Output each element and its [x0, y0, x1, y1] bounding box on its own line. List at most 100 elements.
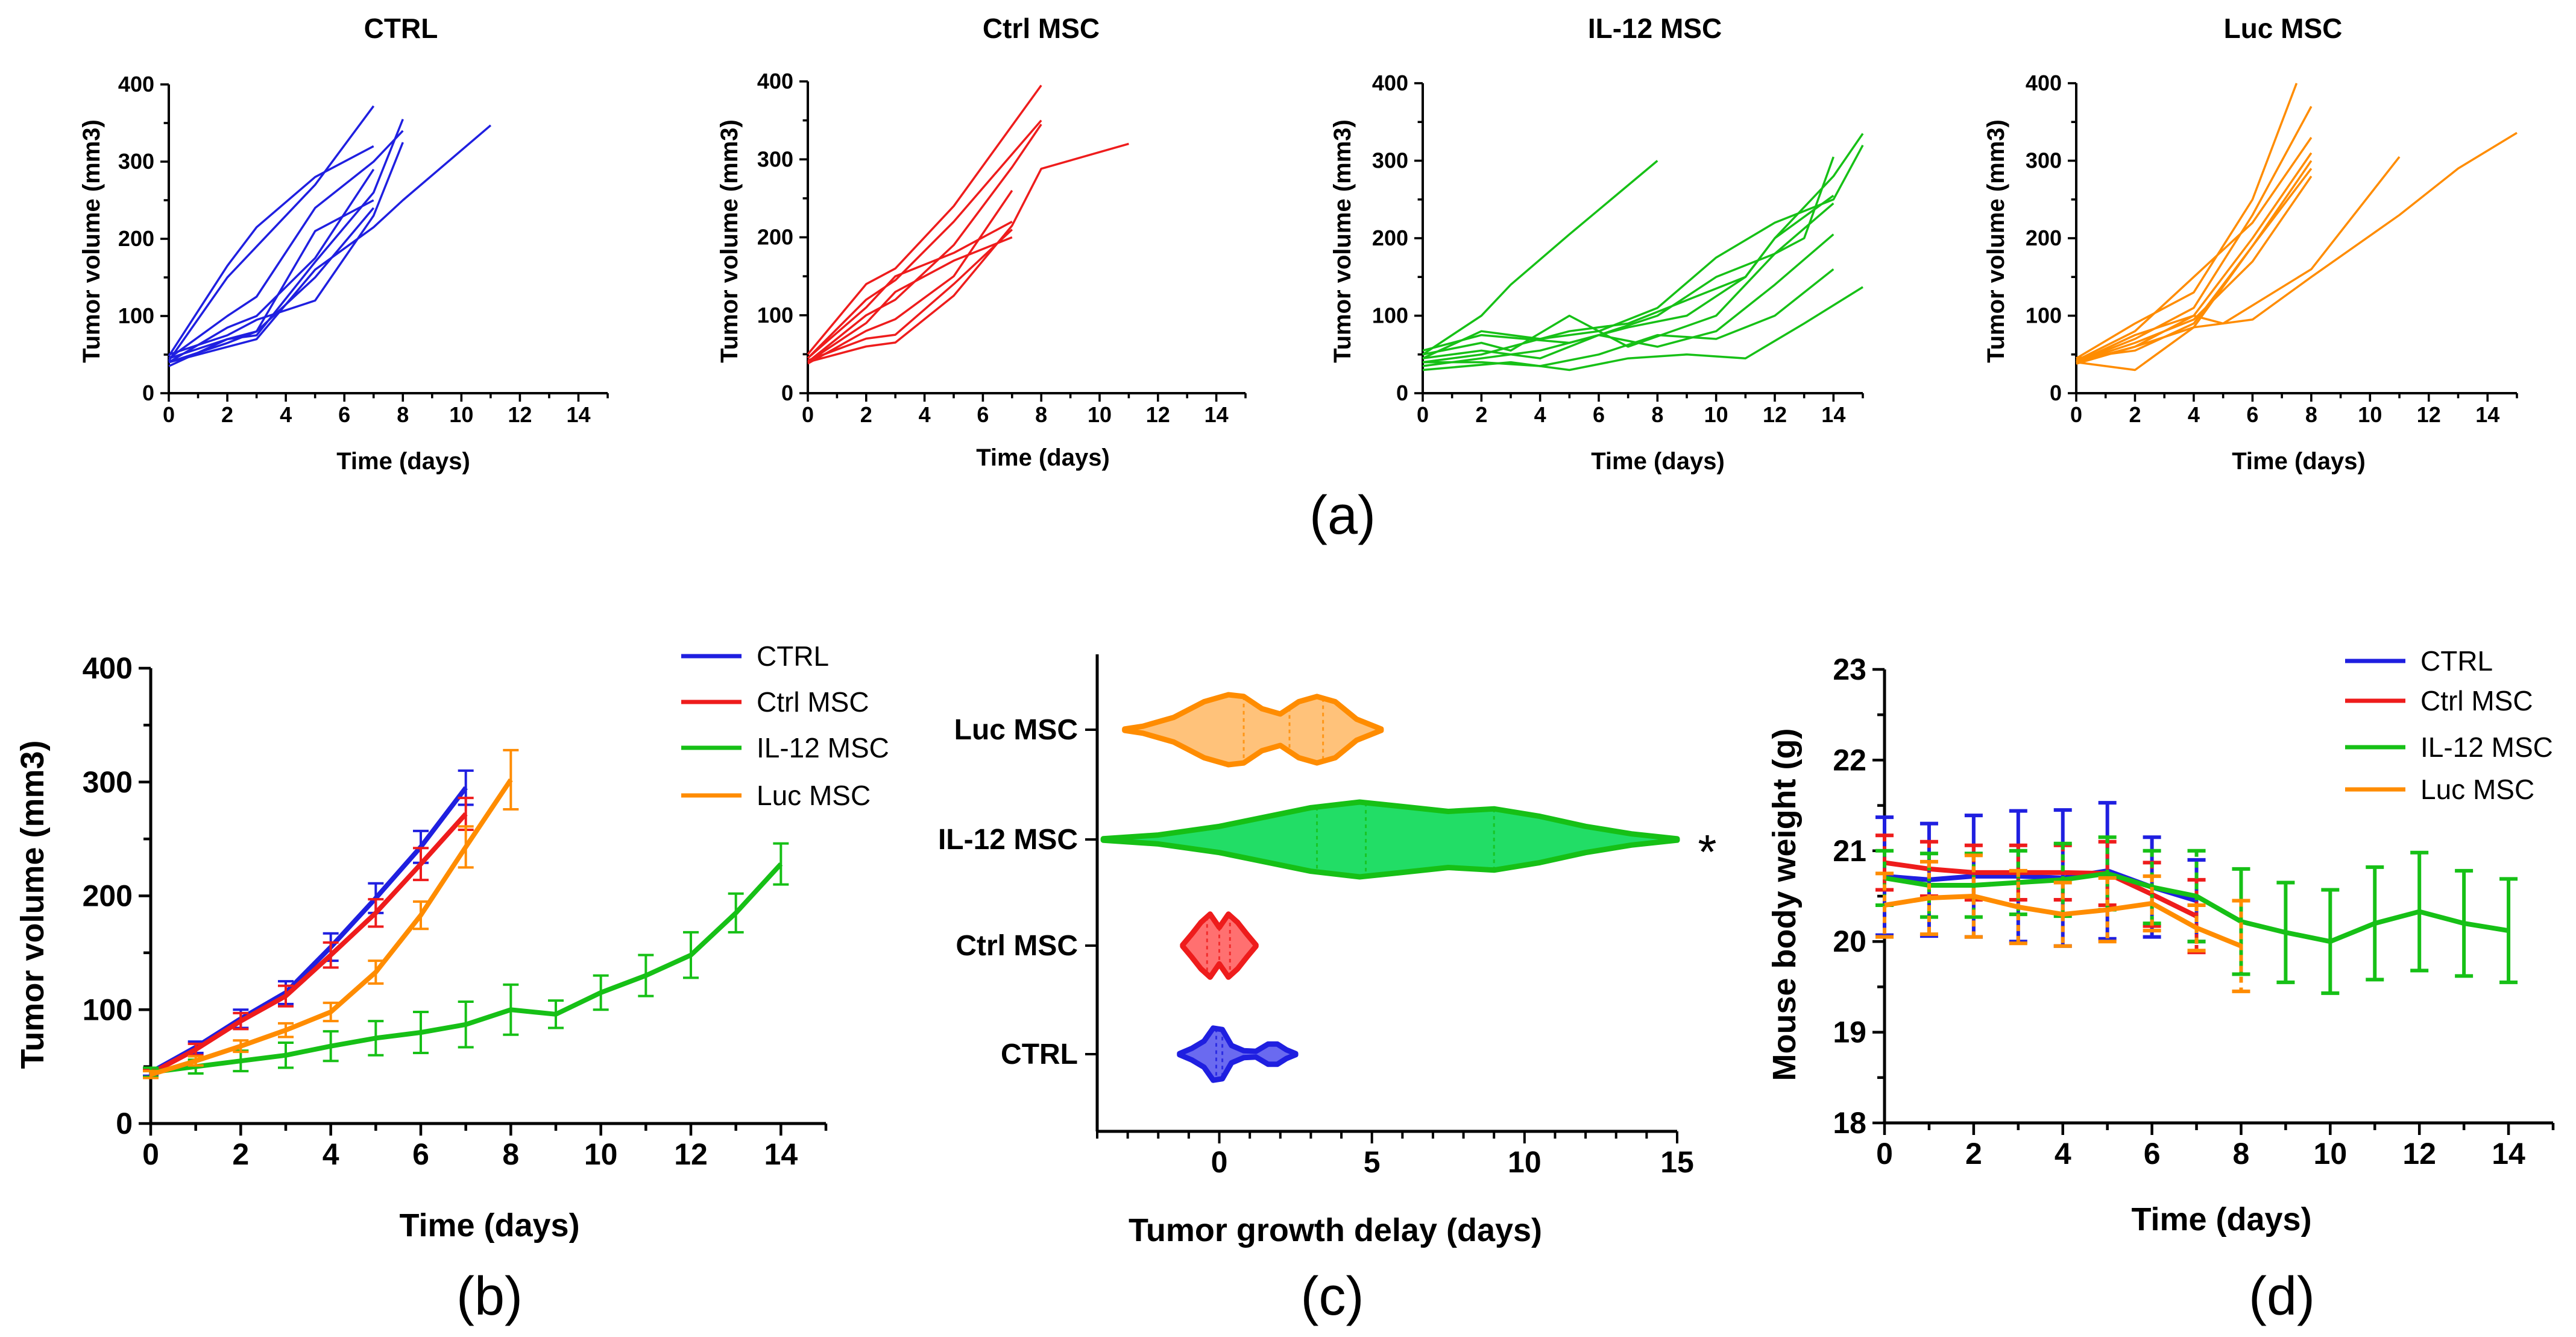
y-tick-label: 100 — [757, 303, 793, 327]
panel-label-c: (c) — [1301, 1266, 1364, 1327]
x-tick-label: 0 — [2070, 402, 2082, 427]
x-tick-label: 14 — [1205, 402, 1229, 427]
series-line-m7 — [807, 229, 1013, 362]
x-tick-label: 6 — [338, 402, 350, 427]
violin-ctrl — [1177, 1025, 1299, 1083]
series-line-m6 — [1422, 202, 1834, 356]
legend-label: CTRL — [2420, 645, 2493, 677]
x-tick-label: 0 — [142, 1137, 159, 1171]
x-tick-label: 4 — [2055, 1137, 2071, 1171]
x-tick-label: 0 — [163, 402, 175, 427]
panel-label-d: (d) — [2249, 1266, 2315, 1327]
x-tick-label: 10 — [2358, 402, 2382, 427]
series-line-m1 — [2076, 83, 2298, 359]
y-tick-label: 23 — [1833, 653, 1866, 686]
chart-title: Ctrl MSC — [983, 13, 1100, 44]
x-axis-label: Time (days) — [2131, 1201, 2311, 1237]
y-tick-label: 400 — [83, 651, 133, 685]
x-tick-label: 6 — [977, 402, 989, 427]
y-tick-label: 400 — [118, 72, 154, 96]
legend-label: Ctrl MSC — [757, 686, 869, 718]
y-tick-label: 300 — [757, 147, 793, 171]
x-tick-label: 0 — [1876, 1137, 1893, 1171]
x-axis-label: Time (days) — [1591, 448, 1725, 475]
category-label: IL-12 MSC — [938, 824, 1078, 856]
y-axis-label: Tumor volume (mm3) — [716, 119, 743, 363]
y-tick-label: 100 — [2026, 303, 2062, 328]
series-line-luc-msc — [150, 778, 513, 1077]
x-tick-label: 12 — [2417, 402, 2441, 427]
x-tick-label: 12 — [508, 402, 532, 427]
y-tick-label: 0 — [781, 381, 793, 405]
chart-title: IL-12 MSC — [1588, 13, 1722, 44]
y-tick-label: 0 — [116, 1107, 133, 1140]
x-tick-label: 10 — [1704, 402, 1728, 427]
x-tick-label: 10 — [584, 1137, 618, 1171]
x-tick-label: 12 — [1146, 402, 1170, 427]
series-line-m9 — [1422, 286, 1863, 371]
series-line-m1 — [1422, 160, 1658, 356]
panel-d: Mouse body weight (g) Time (days) (d) 0 2… — [1766, 645, 2555, 1327]
x-tick-label: 14 — [2492, 1137, 2525, 1171]
y-tick-label: 100 — [1372, 303, 1408, 328]
chart-title: CTRL — [364, 13, 438, 44]
y-axis-label: Tumor volume (mm3) — [1329, 119, 1356, 363]
series-line-m3 — [168, 130, 404, 359]
series-line-ctrl-msc — [1884, 860, 2198, 918]
x-tick-label: 10 — [2314, 1137, 2348, 1171]
x-tick-label: 14 — [764, 1137, 798, 1171]
y-tick-label: 19 — [1833, 1016, 1866, 1049]
series-line-m3 — [2076, 137, 2313, 362]
series-line-ctrl-msc — [150, 812, 468, 1076]
x-axis-label: Time (days) — [2232, 448, 2366, 475]
y-tick-label: 200 — [1372, 226, 1408, 250]
x-tick-label: 4 — [323, 1137, 339, 1171]
x-tick-label: 0 — [1211, 1145, 1228, 1179]
panel-label-a: (a) — [1309, 485, 1376, 546]
x-tick-label: 0 — [1417, 402, 1429, 427]
x-tick-label: 2 — [232, 1137, 249, 1171]
series-line-m1 — [168, 145, 374, 357]
series-line-m6 — [2076, 175, 2313, 364]
panel-b: Tumor volume (mm3) Time (days) (b) 0 2 4 6 8… — [14, 640, 889, 1327]
y-tick-label: 21 — [1833, 834, 1866, 868]
y-tick-label: 400 — [1372, 71, 1408, 95]
x-tick-label: 10 — [1088, 402, 1112, 427]
x-tick-label: 12 — [2402, 1137, 2436, 1171]
violin-ctrl-msc — [1180, 911, 1259, 980]
x-tick-label: 4 — [919, 402, 931, 427]
x-tick-label: 4 — [280, 402, 292, 427]
x-tick-label: 10 — [449, 402, 473, 427]
series-line-m2 — [168, 105, 375, 362]
y-tick-label: 300 — [83, 765, 133, 799]
series-line-m5 — [807, 236, 1013, 363]
series-line-m6 — [168, 118, 404, 360]
series-line-m9 — [2076, 160, 2313, 371]
series-line-m8 — [168, 142, 404, 356]
series-line-m7 — [2076, 156, 2401, 364]
y-tick-label: 0 — [142, 381, 154, 405]
series-line-m3 — [807, 124, 1042, 363]
series-line-m4 — [168, 168, 375, 364]
x-tick-label: 14 — [566, 402, 590, 427]
series-line-m5 — [2076, 168, 2313, 359]
y-tick-label: 200 — [757, 225, 793, 250]
x-tick-label: 6 — [2144, 1137, 2161, 1171]
y-tick-label: 300 — [1372, 148, 1408, 173]
x-tick-label: 8 — [1035, 402, 1047, 427]
legend-label: Ctrl MSC — [2420, 685, 2533, 716]
y-tick-label: 18 — [1833, 1106, 1866, 1140]
violin-il-12-msc — [1100, 799, 1680, 880]
series-line-m9 — [168, 124, 492, 364]
x-tick-label: 2 — [1965, 1137, 1982, 1171]
x-tick-label: 8 — [2233, 1137, 2250, 1171]
x-tick-label: 8 — [502, 1137, 519, 1171]
y-axis-label: Tumor volume (mm3) — [78, 119, 105, 363]
x-tick-label: 6 — [412, 1137, 429, 1171]
panel-label-b: (b) — [456, 1266, 523, 1327]
y-tick-label: 0 — [1396, 381, 1408, 405]
x-axis-label: Time (days) — [399, 1207, 579, 1244]
series-line-m5 — [1422, 194, 1834, 364]
series-line-m3 — [1422, 144, 1864, 359]
x-axis-label: Tumor growth delay (days) — [1129, 1212, 1542, 1248]
